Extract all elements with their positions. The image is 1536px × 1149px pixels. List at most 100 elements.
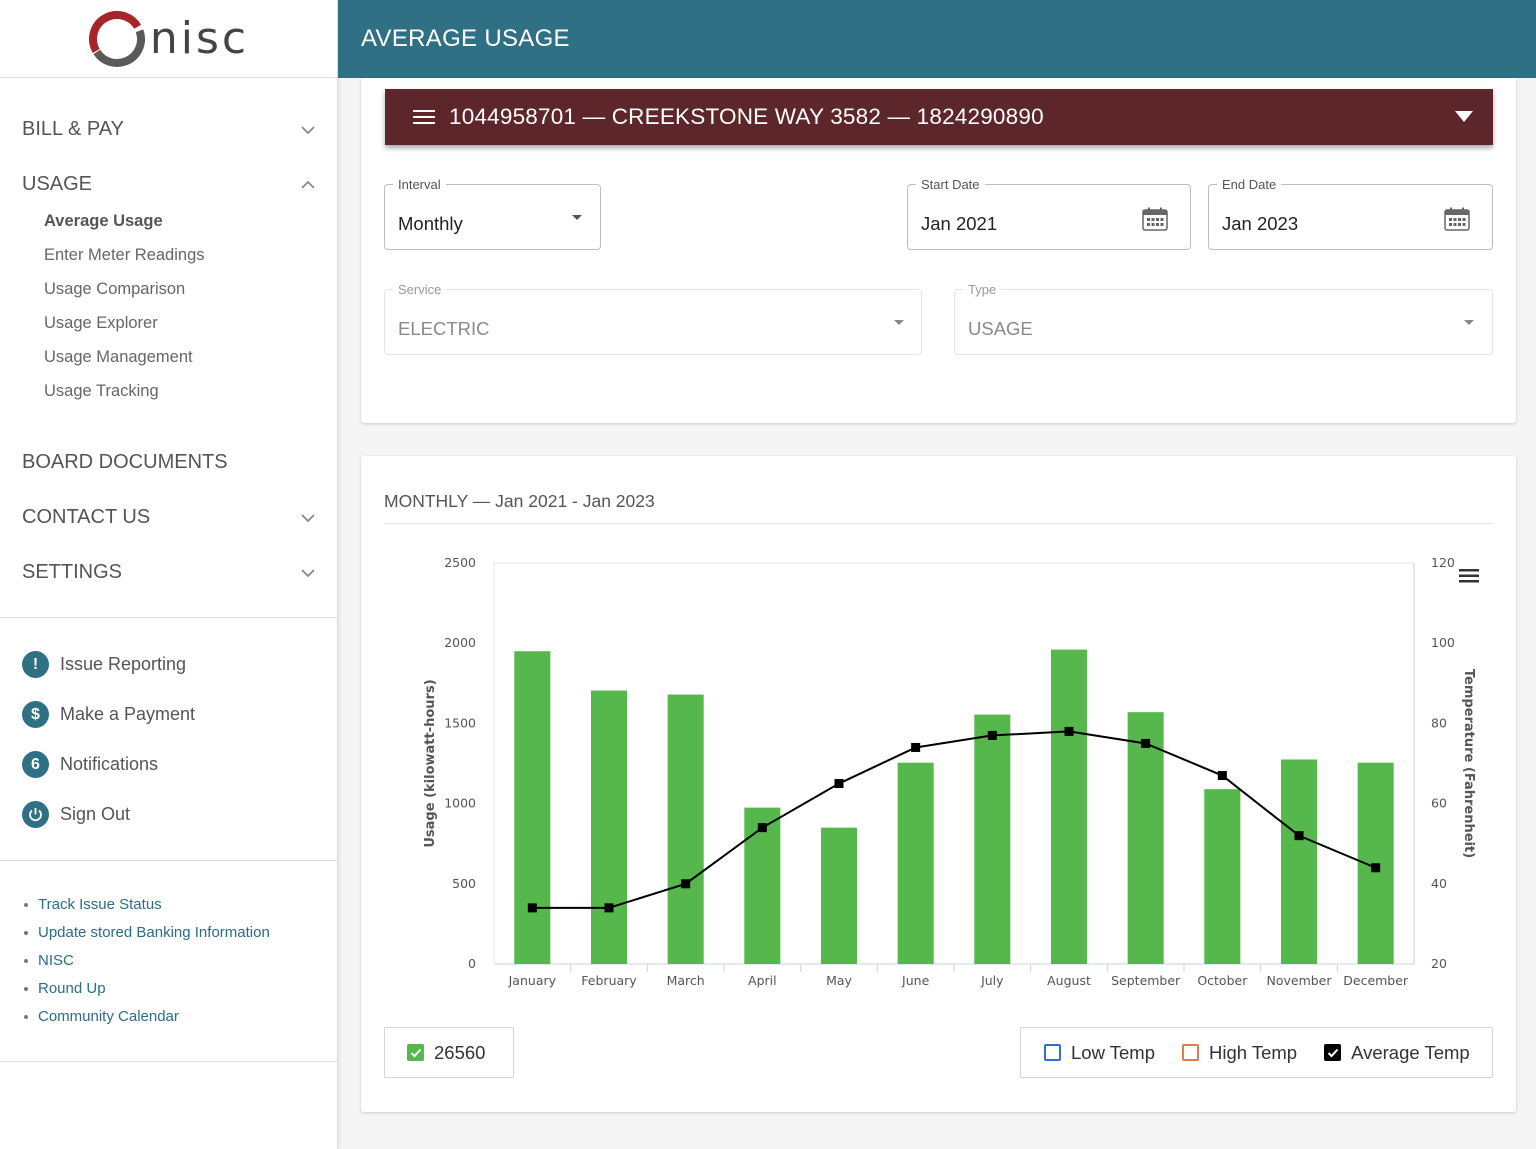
chart-card xyxy=(361,456,1516,1112)
account-selector[interactable]: 1044958701 — CREEKSTONE WAY 3582 — 18242… xyxy=(385,89,1493,145)
y-right-tick-label: 40 xyxy=(1431,876,1447,891)
dollar-icon: $ xyxy=(22,701,49,728)
start-date-field[interactable]: Start Date Jan 2021 xyxy=(907,177,1191,250)
sidebar-divider xyxy=(0,617,338,618)
caret-down-icon xyxy=(1455,111,1473,122)
nav-settings[interactable]: SETTINGS xyxy=(22,561,315,584)
make-payment-label: Make a Payment xyxy=(60,704,196,724)
issue-reporting-button[interactable]: ! Issue Reporting xyxy=(22,651,186,678)
interval-select[interactable]: Interval Monthly xyxy=(384,177,601,250)
x-tick-label: April xyxy=(748,973,777,988)
x-tick-label: February xyxy=(581,973,637,988)
legend-temperature: Low Temp High Temp Average Temp xyxy=(1020,1027,1493,1078)
y-right-axis-title: Temperature (Fahrenheit) xyxy=(1461,669,1476,858)
bullet xyxy=(24,986,28,991)
type-select: Type USAGE xyxy=(954,282,1493,355)
link-update-banking[interactable]: Update stored Banking Information xyxy=(24,924,270,941)
notifications-label: Notifications xyxy=(60,754,159,774)
nisc-logo-mark-icon xyxy=(88,10,145,67)
average-temp-point-june xyxy=(911,742,921,752)
end-date-field[interactable]: End Date Jan 2023 xyxy=(1208,177,1493,250)
y-right-tick-label: 20 xyxy=(1431,956,1447,971)
average-temp-line xyxy=(532,730,1377,909)
link-label: Track Issue Status xyxy=(38,896,162,913)
x-tick-label: March xyxy=(667,973,705,988)
checkbox-checked-icon xyxy=(407,1044,424,1061)
sidebar-item-enter-meter-readings[interactable]: Enter Meter Readings xyxy=(44,246,205,264)
y-right-tick-label: 100 xyxy=(1431,635,1455,650)
service-value: ELECTRIC xyxy=(398,318,490,339)
average-temp-point-july xyxy=(987,730,997,740)
sidebar-item-usage-explorer[interactable]: Usage Explorer xyxy=(44,314,158,332)
average-temp-point-january xyxy=(527,903,537,913)
x-tick-label: May xyxy=(826,973,852,988)
average-temp-point-september xyxy=(1141,738,1151,748)
x-tick-label: August xyxy=(1047,973,1091,988)
average-temp-point-october xyxy=(1217,771,1227,781)
usage-chart: 0 500 1000 1500 2000 2500 20 40 60 80 100 120 Usage … xyxy=(423,555,1476,988)
page-title: AVERAGE USAGE xyxy=(361,25,570,52)
y-right-tick-label: 60 xyxy=(1431,796,1447,811)
logo[interactable]: nisc xyxy=(0,0,337,78)
caret-down-icon xyxy=(1464,320,1474,325)
type-label: Type xyxy=(963,282,1002,297)
start-date-label: Start Date xyxy=(916,177,985,192)
sidebar-item-average-usage[interactable]: Average Usage xyxy=(44,212,163,230)
legend-usage: 26560 xyxy=(384,1027,514,1078)
nav-board-documents-label: BOARD DOCUMENTS xyxy=(22,451,228,473)
legend-item-high-temp[interactable]: High Temp xyxy=(1181,1042,1297,1064)
x-tick-label: September xyxy=(1111,973,1181,988)
bullet xyxy=(24,1014,28,1019)
service-select: Service ELECTRIC xyxy=(384,282,922,355)
end-date-label: End Date xyxy=(1217,177,1282,192)
y-right-tick-label: 80 xyxy=(1431,715,1447,730)
sidebar-item-usage-tracking[interactable]: Usage Tracking xyxy=(44,382,159,400)
calendar-icon[interactable] xyxy=(1444,207,1470,231)
hamburger-icon xyxy=(413,110,435,124)
nav-board-documents[interactable]: BOARD DOCUMENTS xyxy=(22,451,315,474)
page-header: AVERAGE USAGE xyxy=(338,0,1536,78)
average-temp-point-february xyxy=(604,903,614,913)
average-temp-point-august xyxy=(1064,726,1074,736)
chevron-down-icon xyxy=(301,568,315,577)
link-label: NISC xyxy=(38,952,74,969)
sidebar-item-usage-comparison[interactable]: Usage Comparison xyxy=(44,280,186,298)
sign-out-button[interactable]: Sign Out xyxy=(22,801,130,828)
sidebar-item-usage-management[interactable]: Usage Management xyxy=(44,348,193,366)
power-icon xyxy=(22,801,49,828)
chart-menu-icon[interactable] xyxy=(1459,568,1479,584)
bullet xyxy=(24,958,28,963)
nav-bill-pay-label: BILL & PAY xyxy=(22,118,124,140)
bar-may xyxy=(820,827,858,964)
bullet xyxy=(24,902,28,907)
calendar-icon[interactable] xyxy=(1142,207,1168,231)
link-round-up[interactable]: Round Up xyxy=(24,980,106,997)
sign-out-label: Sign Out xyxy=(60,804,131,824)
legend-label: Low Temp xyxy=(1071,1041,1155,1063)
bar-january xyxy=(514,651,551,964)
nav-contact-us[interactable]: CONTACT US xyxy=(22,506,315,529)
legend-item-average-temp[interactable]: Average Temp xyxy=(1324,1042,1470,1064)
nav-usage-label: USAGE xyxy=(22,173,93,195)
checkbox-unchecked-icon xyxy=(1044,1044,1061,1061)
sidebar-divider xyxy=(0,860,338,861)
logo-text: nisc xyxy=(149,13,250,64)
x-tick-label: December xyxy=(1343,973,1409,988)
link-community-calendar[interactable]: Community Calendar xyxy=(24,1008,179,1025)
bar-september xyxy=(1127,712,1164,964)
chevron-up-icon xyxy=(301,180,315,189)
nav-usage[interactable]: USAGE xyxy=(22,173,315,196)
y-tick-label: 500 xyxy=(452,876,476,891)
notifications-button[interactable]: 6 Notifications xyxy=(22,751,158,778)
legend-item-usage[interactable]: 26560 xyxy=(407,1042,485,1064)
checkbox-checked-icon xyxy=(1324,1044,1342,1061)
nav-bill-pay[interactable]: BILL & PAY xyxy=(22,118,315,141)
link-track-issue-status[interactable]: Track Issue Status xyxy=(24,896,162,913)
link-nisc[interactable]: NISC xyxy=(24,952,74,969)
bar-august xyxy=(1050,649,1088,964)
end-date-value: Jan 2023 xyxy=(1222,213,1299,234)
average-temp-point-may xyxy=(834,779,844,789)
legend-item-low-temp[interactable]: Low Temp xyxy=(1044,1042,1155,1064)
make-payment-button[interactable]: $ Make a Payment xyxy=(22,701,195,728)
